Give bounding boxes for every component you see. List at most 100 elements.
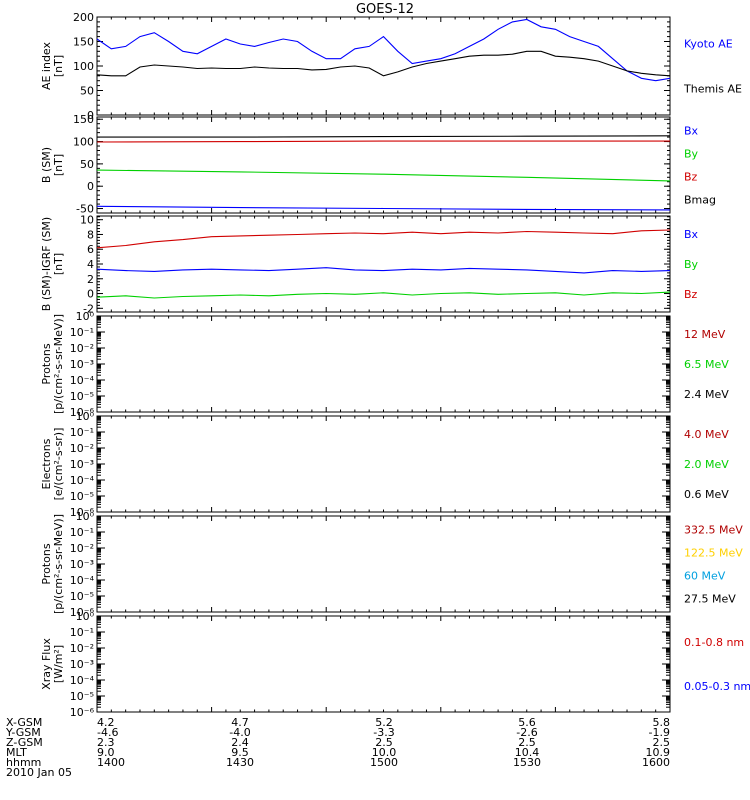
legend-entry: 2.4 MeV <box>684 388 729 401</box>
y-tick-label: 10⁻³ <box>70 658 94 671</box>
panel-2: -50 0 50 100 150 B (SM) [nT] Bx By Bz Bmag <box>40 113 716 215</box>
footer-label: X-GSM <box>6 716 42 729</box>
y-axis-label: [p/(cm²-s-sr-MeV)] <box>52 314 65 414</box>
footer-value: 9.5 <box>231 746 249 759</box>
y-axis-label: [nT] <box>52 154 65 176</box>
panel-frame <box>96 415 671 513</box>
y-axis-label: B (SM)-IGRF (SM) <box>40 217 53 311</box>
y-tick-label: 10⁻⁴ <box>70 674 95 687</box>
y-tick-label: 10⁻⁵ <box>70 590 94 603</box>
footer-value: 1400 <box>97 756 125 769</box>
y-tick-label: 8 <box>87 228 94 241</box>
legend-entry: Bz <box>684 170 698 183</box>
y-axis-label: [p/(cm²-s-sr-MeV)] <box>52 514 65 614</box>
y-axis-label: B (SM) <box>40 147 53 183</box>
y-tick-label: 100 <box>73 60 94 73</box>
y-tick-label: 10⁻⁶ <box>70 406 95 419</box>
series-bz <box>96 140 670 143</box>
y-tick-label: 10⁰ <box>76 610 95 623</box>
y-axis-label: Protons <box>40 343 53 384</box>
y-tick-label: 10⁻¹ <box>70 626 94 639</box>
footer-value: -2.6 <box>516 726 537 739</box>
y-tick-label: 6 <box>87 243 94 256</box>
y-tick-label: 150 <box>73 113 94 126</box>
footer-value: 9.0 <box>97 746 115 759</box>
legend-entry: By <box>684 258 699 271</box>
footer-label: Z-GSM <box>6 736 43 749</box>
y-axis-label: [nT] <box>52 55 65 77</box>
legend-entry: 60 MeV <box>684 569 726 582</box>
footer-value: 2.4 <box>231 736 249 749</box>
y-tick-label: 100 <box>73 136 94 149</box>
legend-entry: 122.5 MeV <box>684 547 743 560</box>
footer-value: 1430 <box>226 756 254 769</box>
y-tick-label: 10⁻² <box>70 542 94 555</box>
y-tick-label: 10⁻² <box>70 442 94 455</box>
y-axis-label: Xray Flux <box>40 638 53 690</box>
y-tick-label: 4 <box>87 258 94 271</box>
y-tick-label: 10⁻³ <box>70 558 94 571</box>
y-tick-label: 0 <box>87 288 94 301</box>
y-tick-label: 10⁻⁵ <box>70 490 94 503</box>
y-tick-label: 0 <box>87 180 94 193</box>
y-tick-label: 200 <box>73 11 94 24</box>
footer-value: -1.9 <box>649 726 670 739</box>
legend-entry: 0.6 MeV <box>684 488 729 501</box>
series-bx <box>96 267 671 274</box>
legend-entry: 0.1-0.8 nm <box>684 636 744 649</box>
footer-date: 2010 Jan 05 <box>6 766 72 779</box>
legend-entry: 12 MeV <box>684 328 726 341</box>
footer-value: 10.4 <box>515 746 540 759</box>
panel-5: 10⁰ 10⁻¹ 10⁻² 10⁻³ 10⁻⁴ 10⁻⁵ 10⁻⁶ Electrons [e/(… <box>40 410 729 519</box>
y-tick-label: 10⁻⁵ <box>70 390 94 403</box>
y-axis-label: Protons <box>40 543 53 584</box>
footer-value: -3.3 <box>373 726 394 739</box>
y-tick-label: 10⁻³ <box>70 458 94 471</box>
series-bz <box>96 229 671 249</box>
y-axis-label: [nT] <box>52 253 65 275</box>
y-axis-label: [e/(cm²-s-sr)] <box>52 428 65 501</box>
legend-entry: Bx <box>684 125 699 138</box>
footer-value: 4.2 <box>97 716 115 729</box>
panel-frame <box>96 515 671 613</box>
footer-value: 1600 <box>642 756 670 769</box>
footer-label: MLT <box>6 746 27 759</box>
footer-value: 5.2 <box>375 716 393 729</box>
footer-label: hhmm <box>6 756 41 769</box>
panel-frame <box>96 116 671 214</box>
y-tick-label: 10⁻⁶ <box>70 506 95 519</box>
y-tick-label: 150 <box>73 36 94 49</box>
legend-entry: Themis AE <box>683 82 742 95</box>
legend-entry: 27.5 MeV <box>684 592 736 605</box>
y-tick-label: 10⁻¹ <box>70 526 94 539</box>
legend-entry: 4.0 MeV <box>684 428 729 441</box>
footer-value: 5.8 <box>653 716 671 729</box>
footer-value: 2.3 <box>97 736 115 749</box>
series-themis-ae <box>96 50 671 77</box>
y-tick-label: 10⁻⁵ <box>70 690 94 703</box>
y-tick-label: 10⁻⁶ <box>70 606 95 619</box>
y-tick-label: 2 <box>87 273 94 286</box>
y-tick-label: 10⁻⁴ <box>70 374 95 387</box>
legend-entry: Bz <box>684 288 698 301</box>
footer-value: 2.5 <box>375 736 393 749</box>
y-tick-label: -50 <box>76 203 94 216</box>
panel-3: -20 2 4 6 810 B (SM)-IGRF (SM) [nT] Bx By Bz <box>40 214 699 316</box>
series-by <box>96 169 671 182</box>
y-tick-label: 10⁰ <box>76 510 95 523</box>
panel-frame <box>96 615 671 713</box>
legend-entry: 332.5 MeV <box>684 524 743 537</box>
panel-1: 0 50 100 150 200 AE index [nT] Kyoto AE Themis A… <box>40 11 742 122</box>
footer-value: -4.0 <box>229 726 250 739</box>
y-axis-label: Electrons <box>40 438 53 489</box>
y-tick-label: 10 <box>80 214 94 227</box>
legend-entry: Bx <box>684 228 699 241</box>
series-bx <box>96 205 671 211</box>
y-tick-label: 10⁻¹ <box>70 326 94 339</box>
y-axis-label: [W/m²] <box>52 645 65 683</box>
footer-value: -4.6 <box>97 726 118 739</box>
y-tick-label: 10⁰ <box>76 310 95 323</box>
series-bmag <box>97 135 671 138</box>
y-tick-label: 50 <box>80 158 94 171</box>
